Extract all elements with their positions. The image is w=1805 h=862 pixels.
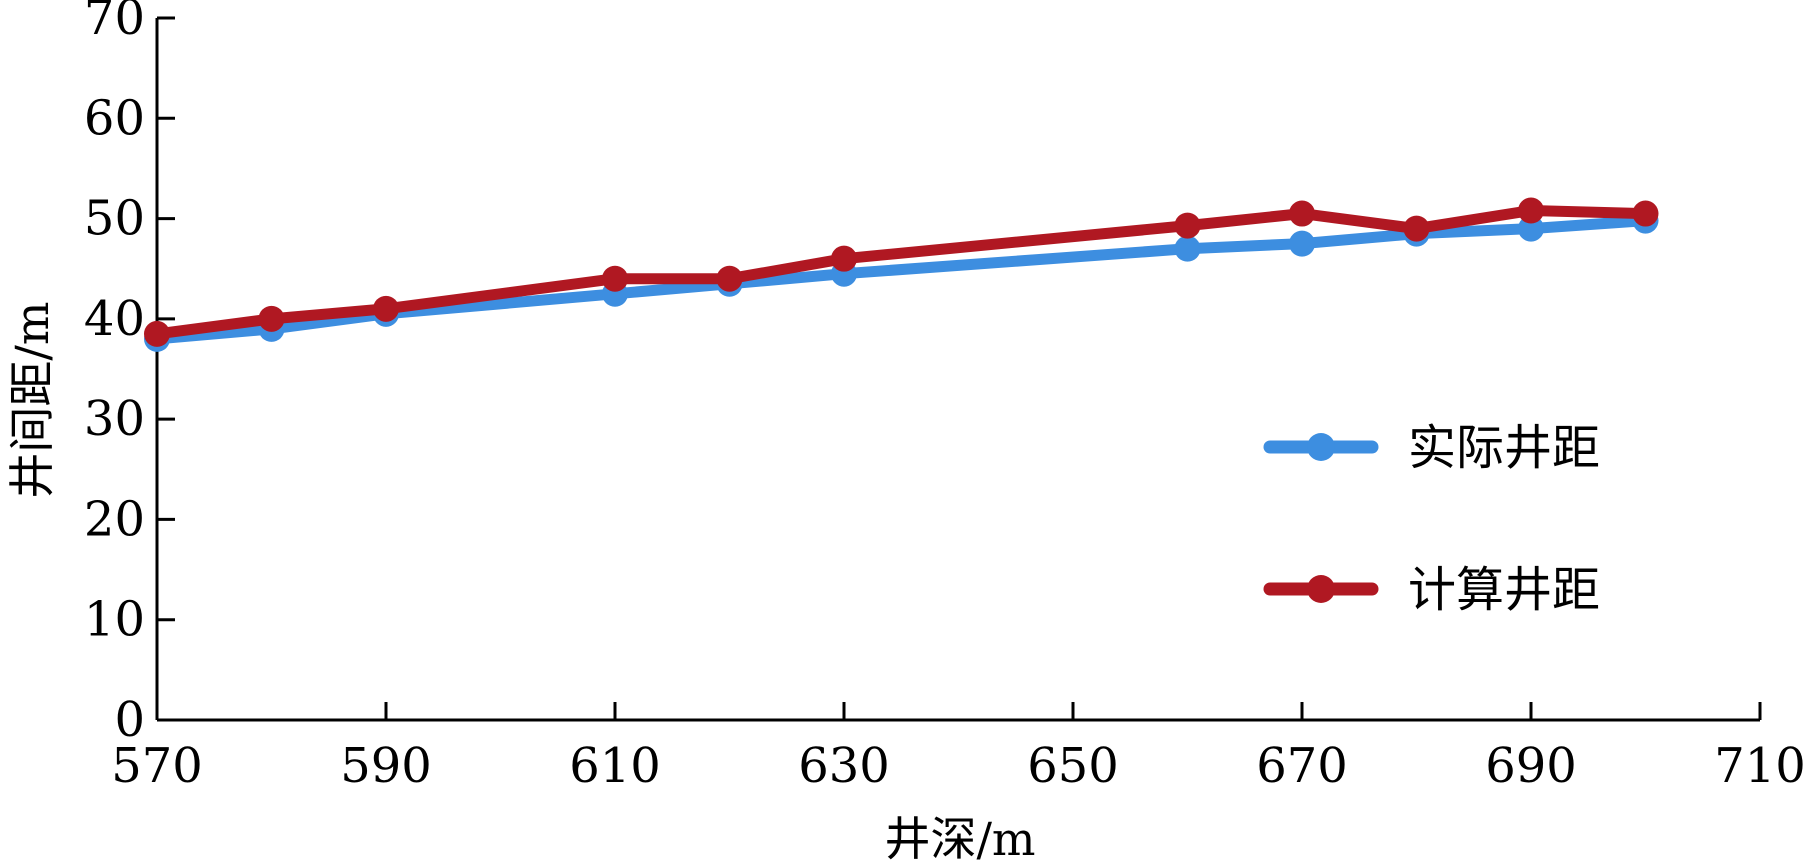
data-point-actual (1518, 215, 1544, 242)
legend-item-calculated: 计算井距 (1263, 562, 1600, 618)
legend-marker-calculated (1307, 575, 1335, 603)
data-point-calculated (144, 320, 170, 347)
data-point-calculated (1289, 200, 1315, 227)
x-tick-label: 650 (1027, 738, 1119, 794)
data-point-calculated (602, 265, 628, 292)
x-tick-label: 710 (1714, 738, 1805, 794)
data-point-calculated (831, 245, 857, 272)
y-tick-label: 30 (84, 391, 145, 447)
y-tick-label: 20 (84, 491, 145, 547)
x-tick-label: 590 (340, 738, 432, 794)
data-point-calculated (1174, 212, 1201, 239)
data-point-actual (1174, 235, 1201, 262)
axes (155, 18, 1760, 722)
legend-label-actual: 实际井距 (1408, 420, 1600, 476)
y-ticks: 0 10 20 30 40 50 60 70 (84, 0, 175, 748)
data-point-actual (1289, 230, 1315, 257)
x-tick-label: 570 (111, 738, 203, 794)
legend-label-calculated: 计算井距 (1408, 562, 1600, 618)
series-calculated (144, 197, 1659, 347)
data-point-calculated (1518, 197, 1544, 224)
y-tick-label: 40 (84, 291, 145, 347)
x-ticks: 570 590 610 630 650 670 690 710 (111, 702, 1805, 794)
x-tick-label: 670 (1256, 738, 1348, 794)
legend: 实际井距 计算井距 (1263, 420, 1600, 618)
x-axis-title: 井深/m (884, 812, 1035, 862)
data-point-calculated (258, 305, 285, 332)
y-tick-label: 60 (84, 90, 145, 146)
y-tick-label: 10 (84, 592, 145, 648)
y-tick-label: 0 (114, 692, 145, 748)
y-tick-label: 50 (84, 191, 145, 247)
data-point-calculated (1632, 200, 1659, 227)
data-point-calculated (373, 295, 399, 322)
x-tick-label: 690 (1485, 738, 1577, 794)
legend-marker-actual (1307, 433, 1335, 461)
data-point-calculated (716, 265, 743, 292)
x-tick-label: 610 (569, 738, 661, 794)
data-point-calculated (1403, 215, 1430, 242)
legend-item-actual: 实际井距 (1263, 420, 1600, 476)
series-group (144, 197, 1659, 352)
y-axis-title: 井间距/m (5, 301, 59, 498)
x-tick-label: 630 (798, 738, 890, 794)
y-tick-label: 70 (84, 0, 145, 46)
